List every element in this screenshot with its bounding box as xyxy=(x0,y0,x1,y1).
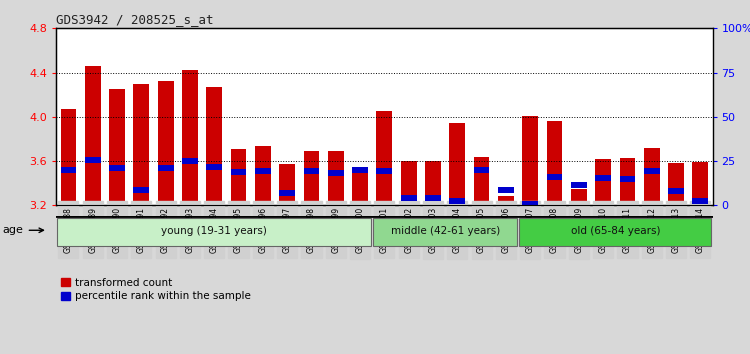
Bar xyxy=(449,198,465,204)
Bar xyxy=(61,167,76,173)
Bar xyxy=(547,121,562,205)
Bar xyxy=(182,158,198,164)
Bar xyxy=(522,116,538,205)
Bar xyxy=(449,124,465,205)
Bar xyxy=(547,173,562,179)
Bar xyxy=(109,165,125,171)
Bar xyxy=(304,168,320,174)
Bar xyxy=(644,168,660,174)
Bar xyxy=(279,190,295,196)
Bar xyxy=(425,161,441,205)
Text: middle (42-61 years): middle (42-61 years) xyxy=(391,226,500,236)
Bar xyxy=(61,109,76,205)
Legend: transformed count, percentile rank within the sample: transformed count, percentile rank withi… xyxy=(62,278,250,302)
Bar xyxy=(519,217,711,246)
Bar xyxy=(644,148,660,205)
Bar xyxy=(352,167,368,173)
Text: young (19-31 years): young (19-31 years) xyxy=(161,226,267,236)
Bar xyxy=(425,195,441,201)
Bar xyxy=(206,87,222,205)
Bar xyxy=(206,164,222,170)
Bar xyxy=(304,151,320,205)
Bar xyxy=(328,151,344,205)
Bar xyxy=(58,217,371,246)
Bar xyxy=(279,164,295,205)
Bar xyxy=(109,89,125,205)
Bar xyxy=(134,187,149,193)
Bar xyxy=(158,165,173,171)
Bar xyxy=(231,149,247,205)
Bar xyxy=(231,169,247,175)
Bar xyxy=(692,198,708,204)
Text: old (65-84 years): old (65-84 years) xyxy=(571,226,660,236)
Bar xyxy=(255,145,271,205)
Bar xyxy=(85,66,100,205)
Bar xyxy=(620,158,635,205)
Bar xyxy=(134,84,149,205)
Bar xyxy=(328,170,344,176)
Bar xyxy=(522,201,538,207)
Bar xyxy=(85,157,100,163)
Text: age: age xyxy=(3,225,44,235)
Bar xyxy=(668,163,684,205)
Bar xyxy=(596,159,611,205)
Bar xyxy=(376,111,392,205)
Bar xyxy=(668,188,684,194)
Bar xyxy=(692,162,708,205)
Bar xyxy=(571,182,586,188)
Bar xyxy=(400,195,416,201)
Text: GDS3942 / 208525_s_at: GDS3942 / 208525_s_at xyxy=(56,13,214,26)
Bar xyxy=(474,156,490,205)
Bar xyxy=(498,196,514,205)
Bar xyxy=(474,167,490,173)
Bar xyxy=(400,161,416,205)
Bar xyxy=(596,175,611,181)
Bar xyxy=(158,81,173,205)
Bar xyxy=(498,187,514,193)
Bar xyxy=(571,189,586,205)
Bar xyxy=(182,70,198,205)
Bar xyxy=(374,217,517,246)
Bar xyxy=(620,176,635,182)
Bar xyxy=(255,168,271,174)
Bar xyxy=(352,167,368,205)
Bar xyxy=(376,168,392,174)
